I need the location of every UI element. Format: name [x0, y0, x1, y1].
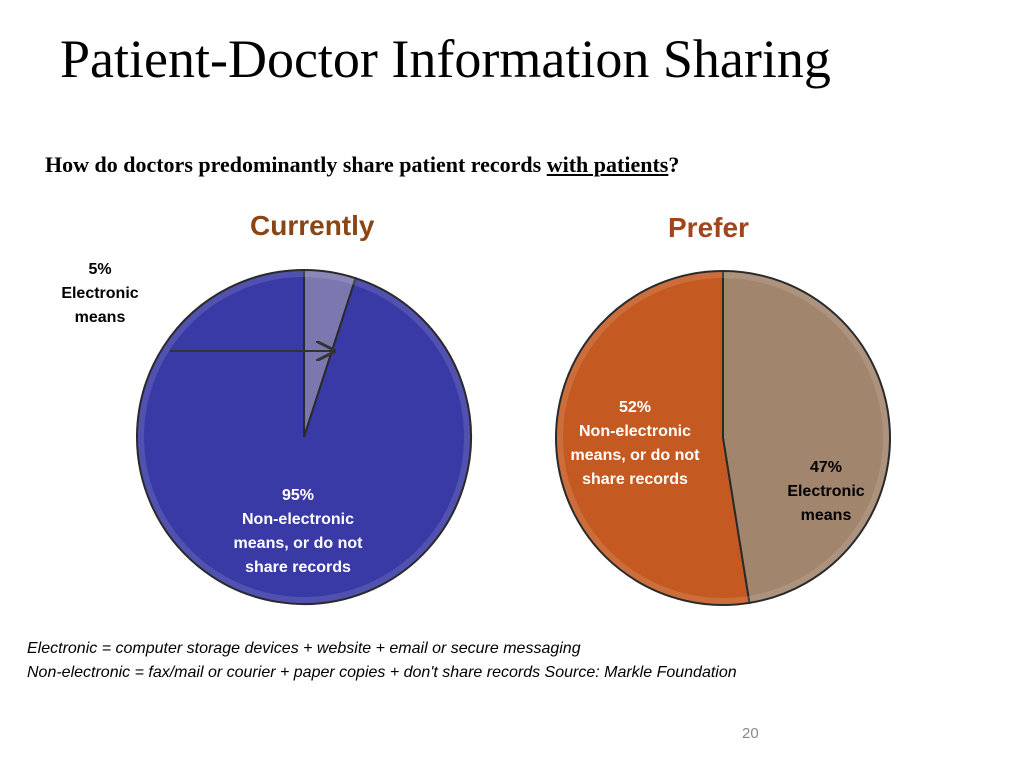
pie-slice-1-1 — [555, 269, 751, 606]
pie-slice-0-1 — [136, 268, 472, 605]
question-suffix: ? — [668, 152, 680, 177]
label-currently-nonelectronic: 95% Non-electronic means, or do not shar… — [218, 484, 378, 580]
pct-currently-nonelectronic: 95% — [281, 487, 315, 504]
pie-slice-1-0 — [722, 269, 891, 605]
footnote-nonelectronic: Non-electronic = fax/mail or courier + p… — [27, 664, 737, 681]
pct-prefer-nonelectronic: 52% — [618, 399, 652, 416]
page-number: 20 — [742, 725, 759, 742]
footnote-electronic: Electronic = computer storage devices + … — [27, 640, 581, 657]
pct-currently-electronic: 5% — [88, 261, 112, 278]
chart-title-prefer: Prefer — [668, 212, 749, 243]
pie-currently — [136, 268, 472, 605]
question-prefix: How do doctors predominantly share patie… — [45, 152, 547, 177]
desc-currently-nonelectronic: Non-electronic means, or do not share re… — [233, 511, 363, 576]
desc-prefer-electronic: Electronic means — [787, 483, 865, 524]
pct-prefer-electronic: 47% — [809, 459, 843, 476]
desc-currently-electronic: Electronic means — [61, 285, 139, 326]
label-prefer-nonelectronic: 52% Non-electronic means, or do not shar… — [560, 396, 710, 492]
desc-prefer-nonelectronic: Non-electronic means, or do not share re… — [570, 423, 700, 488]
pie-highlight-0 — [138, 271, 470, 603]
label-currently-electronic: 5% Electronic means — [50, 258, 150, 330]
label-prefer-electronic: 47% Electronic means — [776, 456, 876, 528]
question-text: How do doctors predominantly share patie… — [45, 152, 679, 178]
slide-title: Patient-Doctor Information Sharing — [60, 29, 831, 89]
pie-prefer — [555, 269, 891, 606]
pie-highlight-1 — [557, 272, 889, 604]
question-underlined: with patients — [546, 152, 669, 177]
chart-title-currently: Currently — [250, 210, 375, 241]
